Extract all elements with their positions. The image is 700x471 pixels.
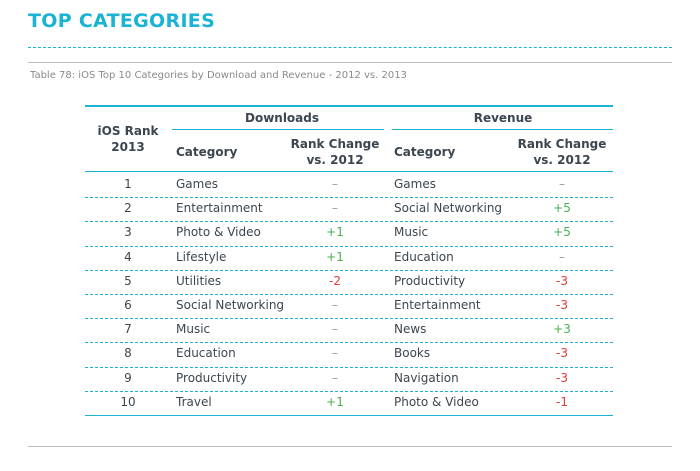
category-cell: Education bbox=[176, 346, 236, 361]
category-cell: Utilities bbox=[176, 273, 222, 288]
rank-change-cell: – bbox=[332, 177, 338, 191]
category-cell: Productivity bbox=[176, 370, 248, 385]
category-cell: Social Networking bbox=[394, 201, 503, 216]
category-cell: Entertainment bbox=[176, 201, 263, 216]
table-bottom-rule bbox=[85, 415, 613, 416]
category-cell: Social Networking bbox=[176, 298, 285, 312]
rank-change-cell: +1 bbox=[326, 225, 344, 240]
column-header: Rank Change vs. 2012 bbox=[517, 137, 607, 167]
rank-change-cell: -1 bbox=[556, 394, 568, 409]
table-caption: Table 78: iOS Top 10 Categories by Downl… bbox=[30, 70, 407, 81]
rank-change-cell: -3 bbox=[556, 298, 568, 312]
rank-change-cell: -2 bbox=[329, 273, 341, 288]
row-divider bbox=[85, 366, 613, 368]
row-divider bbox=[85, 318, 613, 320]
group-header: Downloads bbox=[244, 111, 320, 125]
group-header: Revenue bbox=[473, 111, 533, 125]
rank-change-cell: – bbox=[332, 201, 338, 216]
page-title: TOP CATEGORIES bbox=[28, 10, 216, 32]
rank-change-cell: – bbox=[332, 346, 338, 361]
rank-change-cell: +5 bbox=[553, 201, 571, 216]
rank-change-cell: +5 bbox=[553, 225, 571, 240]
rank-cell: 9 bbox=[124, 370, 132, 385]
rank-change-cell: – bbox=[332, 370, 338, 385]
row-divider bbox=[85, 342, 613, 344]
category-cell: Travel bbox=[176, 394, 212, 409]
category-cell: Education bbox=[394, 249, 454, 264]
row-divider bbox=[85, 390, 613, 392]
category-cell: Entertainment bbox=[394, 298, 481, 312]
column-header: iOS Rank 2013 bbox=[97, 124, 159, 154]
category-cell: Games bbox=[176, 177, 218, 191]
category-cell: Books bbox=[394, 346, 431, 361]
rank-cell: 8 bbox=[124, 346, 132, 361]
header-rule bbox=[85, 171, 613, 172]
column-header: Category bbox=[176, 145, 238, 159]
divider bbox=[28, 47, 672, 48]
divider bbox=[28, 446, 672, 447]
rank-cell: 4 bbox=[124, 249, 132, 264]
row-divider bbox=[85, 197, 613, 199]
category-cell: Music bbox=[394, 225, 429, 240]
row-divider bbox=[85, 269, 613, 271]
rank-change-cell: -3 bbox=[556, 370, 568, 385]
group-rule bbox=[172, 129, 384, 130]
rank-change-cell: +1 bbox=[326, 249, 344, 264]
rank-cell: 3 bbox=[124, 225, 132, 240]
category-cell: Music bbox=[176, 322, 211, 337]
category-cell: Photo & Video bbox=[176, 225, 261, 240]
rank-change-cell: – bbox=[332, 322, 338, 337]
rank-cell: 7 bbox=[124, 322, 132, 337]
table-top-rule bbox=[85, 105, 613, 107]
rank-change-cell: -3 bbox=[556, 346, 568, 361]
rank-change-cell: +3 bbox=[553, 322, 571, 337]
rank-cell: 2 bbox=[124, 201, 132, 216]
column-header: Category bbox=[394, 145, 456, 159]
category-cell: Games bbox=[394, 177, 436, 191]
row-divider bbox=[85, 245, 613, 247]
rank-cell: 5 bbox=[124, 273, 132, 288]
divider bbox=[28, 62, 672, 63]
rank-cell: 6 bbox=[124, 298, 132, 312]
rank-change-cell: -3 bbox=[556, 273, 568, 288]
rank-cell: 10 bbox=[120, 394, 136, 409]
category-cell: Photo & Video bbox=[394, 394, 479, 409]
rank-cell: 1 bbox=[124, 177, 132, 191]
row-divider bbox=[85, 294, 613, 295]
rank-change-cell: – bbox=[332, 298, 338, 312]
category-cell: Navigation bbox=[394, 370, 459, 385]
row-divider bbox=[85, 221, 613, 223]
category-cell: Productivity bbox=[394, 273, 466, 288]
group-rule bbox=[392, 129, 613, 130]
category-cell: Lifestyle bbox=[176, 249, 227, 264]
rank-change-cell: +1 bbox=[326, 394, 344, 409]
category-cell: News bbox=[394, 322, 427, 337]
rank-change-cell: – bbox=[559, 249, 565, 264]
rank-change-cell: – bbox=[559, 177, 565, 191]
column-header: Rank Change vs. 2012 bbox=[290, 137, 380, 167]
